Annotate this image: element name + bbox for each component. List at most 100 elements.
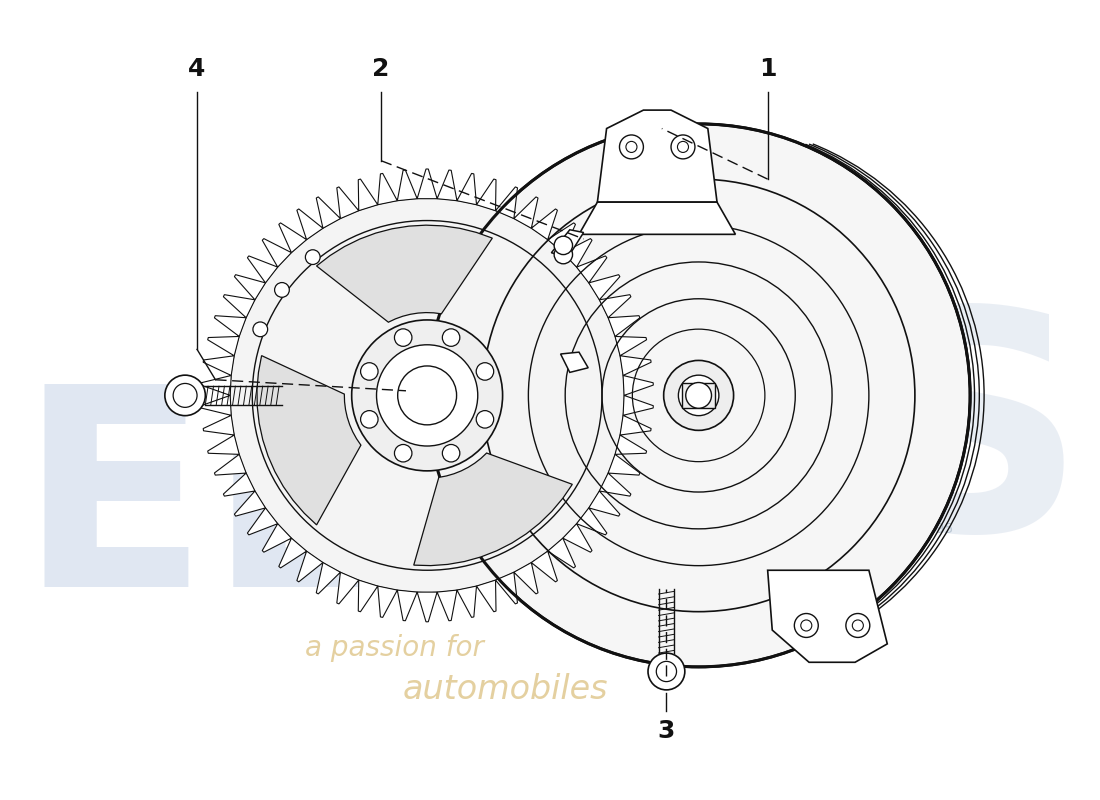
Circle shape [361, 410, 378, 428]
Polygon shape [377, 174, 397, 205]
Polygon shape [297, 551, 323, 582]
Text: 3: 3 [658, 719, 675, 743]
Polygon shape [456, 174, 476, 205]
Circle shape [852, 620, 864, 631]
Polygon shape [514, 562, 538, 594]
Polygon shape [437, 590, 456, 621]
Polygon shape [201, 375, 231, 395]
Polygon shape [588, 491, 620, 516]
Polygon shape [615, 435, 647, 454]
Text: a passion for: a passion for [306, 634, 484, 662]
Polygon shape [397, 590, 417, 621]
Polygon shape [297, 209, 323, 240]
Polygon shape [214, 316, 246, 337]
Circle shape [671, 135, 695, 159]
Circle shape [398, 366, 456, 425]
Polygon shape [337, 572, 359, 604]
Polygon shape [563, 238, 592, 267]
Circle shape [306, 250, 320, 265]
Circle shape [794, 614, 818, 638]
Circle shape [275, 282, 289, 298]
Polygon shape [608, 454, 640, 475]
Polygon shape [262, 238, 292, 267]
Bar [682, 382, 715, 408]
Polygon shape [563, 524, 592, 552]
Polygon shape [317, 225, 493, 322]
Circle shape [165, 375, 206, 416]
Polygon shape [600, 473, 631, 496]
Polygon shape [531, 551, 558, 582]
Circle shape [648, 653, 685, 690]
Circle shape [352, 320, 503, 471]
Circle shape [554, 236, 572, 254]
Polygon shape [397, 170, 417, 201]
Circle shape [395, 329, 411, 346]
Polygon shape [359, 580, 377, 612]
Text: 1: 1 [759, 57, 777, 81]
Polygon shape [623, 395, 653, 415]
Circle shape [442, 329, 460, 346]
Polygon shape [234, 491, 265, 516]
Circle shape [229, 198, 625, 594]
Circle shape [657, 662, 676, 682]
Polygon shape [548, 223, 575, 253]
Text: ©1995: ©1995 [904, 522, 954, 536]
Polygon shape [597, 110, 717, 202]
Polygon shape [417, 169, 437, 198]
Polygon shape [615, 337, 647, 356]
Polygon shape [600, 294, 631, 318]
Polygon shape [768, 570, 888, 662]
Polygon shape [620, 415, 651, 435]
Circle shape [476, 362, 494, 380]
Circle shape [801, 620, 812, 631]
Polygon shape [257, 356, 361, 525]
Polygon shape [359, 179, 377, 210]
Polygon shape [377, 586, 397, 618]
Polygon shape [561, 352, 588, 372]
Polygon shape [576, 256, 607, 283]
Polygon shape [514, 197, 538, 228]
Circle shape [476, 410, 494, 428]
Polygon shape [337, 187, 359, 218]
Circle shape [663, 361, 734, 430]
Text: 2: 2 [373, 57, 389, 81]
Circle shape [619, 135, 644, 159]
Polygon shape [623, 375, 653, 395]
Polygon shape [262, 524, 292, 552]
Polygon shape [204, 415, 234, 435]
Circle shape [685, 382, 712, 408]
Polygon shape [201, 395, 231, 415]
Polygon shape [417, 592, 437, 622]
Polygon shape [248, 256, 277, 283]
Polygon shape [620, 356, 651, 375]
Text: S: S [865, 298, 1085, 594]
Circle shape [395, 445, 411, 462]
Polygon shape [437, 170, 456, 201]
Polygon shape [608, 316, 640, 337]
Circle shape [679, 375, 719, 416]
Polygon shape [579, 202, 736, 234]
Circle shape [376, 345, 477, 446]
Polygon shape [551, 230, 584, 258]
Polygon shape [278, 223, 307, 253]
Circle shape [253, 322, 267, 337]
Circle shape [678, 142, 689, 153]
Polygon shape [208, 435, 239, 454]
Polygon shape [548, 538, 575, 568]
Circle shape [626, 142, 637, 153]
Polygon shape [456, 586, 476, 618]
Polygon shape [223, 294, 255, 318]
Text: EL: EL [19, 375, 385, 646]
Polygon shape [495, 572, 517, 604]
Polygon shape [208, 337, 239, 356]
Polygon shape [204, 356, 234, 375]
Circle shape [846, 614, 870, 638]
Circle shape [173, 383, 197, 407]
Circle shape [442, 445, 460, 462]
Polygon shape [414, 453, 572, 566]
Polygon shape [317, 562, 340, 594]
Polygon shape [234, 274, 265, 300]
Circle shape [554, 246, 572, 264]
Polygon shape [588, 274, 620, 300]
Polygon shape [576, 508, 607, 535]
